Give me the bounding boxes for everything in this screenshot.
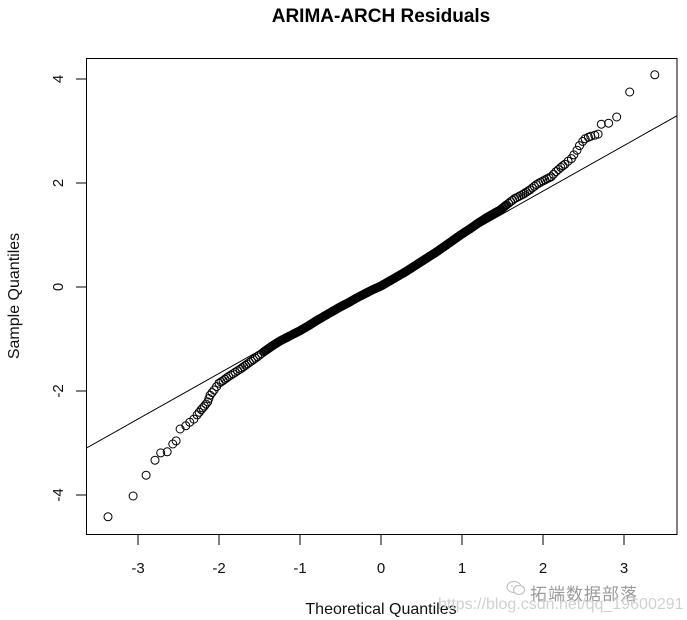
x-axis: -3 -2 -1 0 1 2 3 — [131, 535, 628, 577]
y-tick-label: -4 — [50, 488, 67, 501]
data-point — [612, 112, 622, 122]
y-tick-label: 4 — [50, 75, 67, 83]
x-tick-label: 0 — [377, 560, 385, 577]
data-point — [558, 161, 568, 171]
data-point — [596, 119, 606, 129]
x-tick-label: -2 — [212, 560, 225, 577]
x-tick-label: -1 — [293, 560, 306, 577]
y-axis: -4 -2 0 2 4 — [50, 75, 86, 502]
data-point — [578, 136, 588, 146]
watermark-brand: 拓端数据部落 — [530, 585, 638, 604]
x-tick-label: 3 — [620, 560, 628, 577]
x-tick-label: 1 — [458, 560, 466, 577]
y-tick-label: 2 — [50, 179, 67, 187]
y-axis-label: Sample Quantiles — [6, 233, 23, 359]
data-point — [560, 159, 570, 169]
chart-title: ARIMA-ARCH Residuals — [272, 6, 491, 27]
wechat-icon — [506, 581, 525, 595]
data-point — [171, 436, 181, 446]
data-points — [103, 70, 660, 522]
data-point — [175, 424, 185, 434]
data-point — [625, 87, 635, 97]
data-point — [572, 145, 582, 155]
data-point — [549, 169, 558, 179]
y-tick-label: 0 — [50, 283, 67, 291]
data-point — [542, 174, 552, 184]
data-point — [201, 399, 211, 409]
data-point — [230, 367, 240, 377]
data-point — [150, 455, 160, 465]
data-point — [593, 129, 603, 139]
plot-frame — [86, 58, 678, 535]
data-point — [141, 470, 151, 480]
data-point — [156, 448, 166, 458]
x-axis-label: Theoretical Quantiles — [305, 601, 456, 618]
data-point — [128, 491, 138, 501]
data-point — [546, 172, 556, 182]
data-point — [103, 512, 113, 522]
data-point — [207, 388, 217, 398]
watermark-url: https://blog.csdn.net/qq_19600291 — [438, 596, 684, 613]
x-tick-label: 2 — [539, 560, 547, 577]
data-point — [569, 150, 579, 160]
y-tick-label: -2 — [50, 384, 67, 397]
data-point — [228, 369, 238, 379]
data-point — [162, 447, 172, 457]
data-point — [604, 118, 614, 128]
data-point — [168, 439, 178, 449]
data-point — [650, 70, 660, 80]
data-point — [563, 156, 573, 166]
x-tick-label: -3 — [131, 560, 144, 577]
